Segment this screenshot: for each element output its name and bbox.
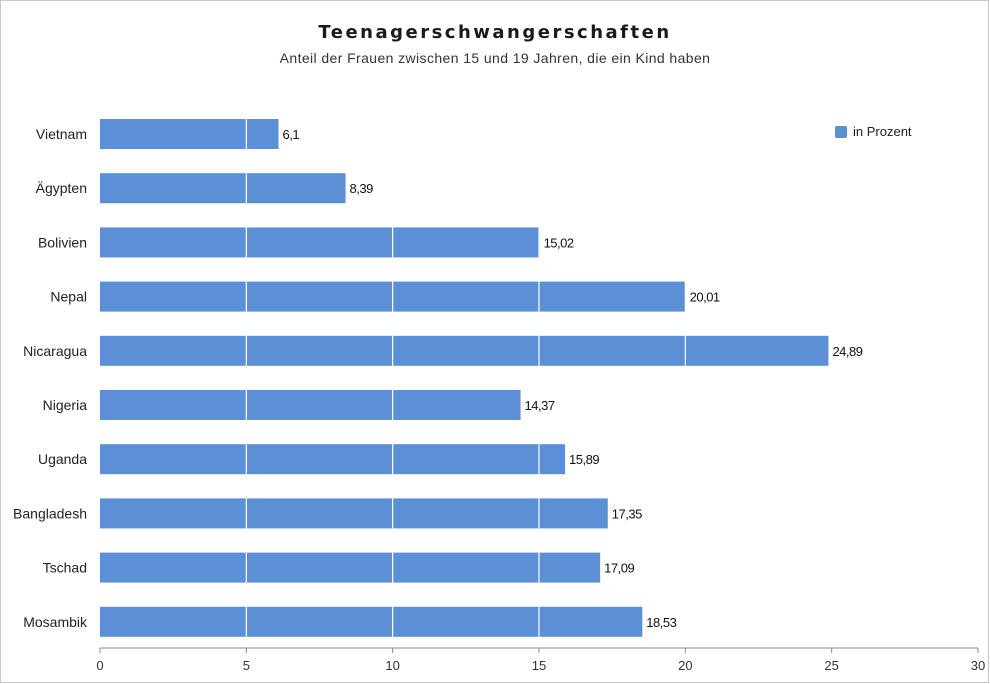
category-label: Bangladesh xyxy=(13,505,87,521)
legend-swatch xyxy=(835,126,847,138)
x-tick-label: 0 xyxy=(96,658,103,673)
category-label: Mosambik xyxy=(23,614,88,630)
bar xyxy=(100,498,608,529)
category-label: Uganda xyxy=(38,451,87,467)
value-label: 17,09 xyxy=(604,561,634,576)
x-tick-label: 25 xyxy=(824,658,838,673)
bar xyxy=(100,444,566,475)
bar xyxy=(100,119,279,149)
value-label: 8,39 xyxy=(350,181,374,196)
category-label: Nigeria xyxy=(43,397,88,413)
bar xyxy=(100,390,521,420)
value-label: 15,02 xyxy=(544,235,574,250)
category-label: Vietnam xyxy=(36,126,87,142)
x-tick-label: 30 xyxy=(971,658,985,673)
x-tick-label: 10 xyxy=(385,658,399,673)
bar xyxy=(100,335,829,366)
x-tick-label: 20 xyxy=(678,658,692,673)
value-label: 15,89 xyxy=(569,452,599,467)
bar xyxy=(100,606,643,637)
value-label: 14,37 xyxy=(525,398,555,413)
value-label: 24,89 xyxy=(832,344,862,359)
chart-subtitle: Anteil der Frauen zwischen 15 und 19 Jah… xyxy=(279,50,711,66)
value-label: 6,1 xyxy=(283,127,300,142)
x-tick-label: 15 xyxy=(532,658,546,673)
value-label: 18,53 xyxy=(646,615,676,630)
category-label: Nepal xyxy=(50,289,87,305)
x-tick-label: 5 xyxy=(243,658,250,673)
chart-title: Teenagerschwangerschaften xyxy=(318,22,672,43)
bar xyxy=(100,227,540,258)
legend-label: in Prozent xyxy=(853,124,912,139)
value-label: 20,01 xyxy=(690,290,720,305)
category-label: Ägypten xyxy=(36,180,87,196)
bar xyxy=(100,173,346,204)
category-label: Tschad xyxy=(43,560,87,576)
category-label: Nicaragua xyxy=(23,343,87,359)
value-label: 17,35 xyxy=(612,506,642,521)
bar xyxy=(100,552,601,583)
category-label: Bolivien xyxy=(38,234,87,250)
